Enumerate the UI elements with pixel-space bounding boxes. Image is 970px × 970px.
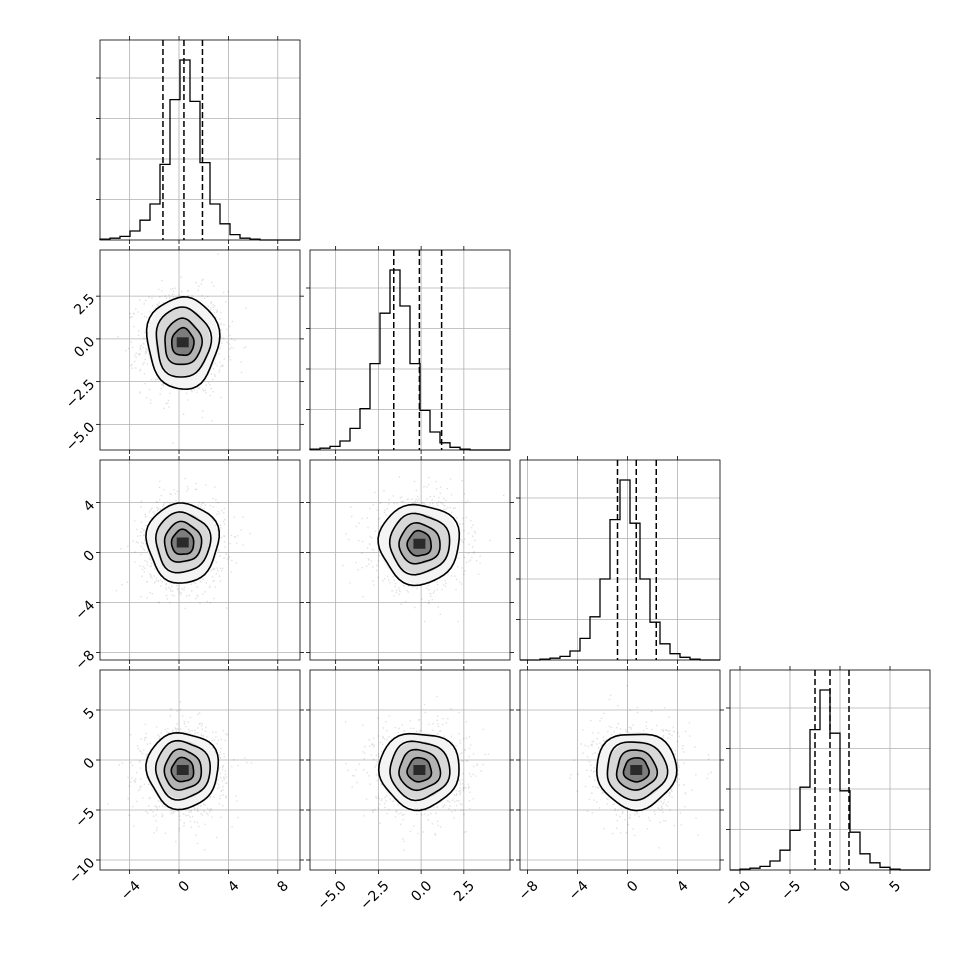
scatter-panel-2-3: [306, 456, 514, 664]
contour-line: [615, 749, 659, 791]
scatter-panel-1-3: [96, 456, 304, 664]
scatter-points: [342, 476, 505, 623]
histogram-line: [99, 59, 300, 241]
histogram-panel-4: [726, 666, 931, 874]
histogram-panel-2: [306, 246, 511, 454]
tick-label-y: 0.0: [71, 334, 98, 361]
contour-line: [595, 733, 678, 812]
tick-label-x: 4: [674, 878, 692, 896]
contour-line: [163, 748, 203, 791]
tick-label-y: 4: [81, 497, 99, 515]
scatter-points: [100, 253, 247, 444]
panel-frame: [99, 249, 301, 451]
histogram-line: [520, 479, 720, 661]
contour-line: [622, 757, 650, 783]
tick-label-y: −8: [72, 647, 98, 673]
tick-label-y: −5: [72, 805, 98, 831]
panel-frame: [99, 669, 301, 871]
density-peak: [176, 537, 189, 548]
tick-label-x: −4: [566, 878, 592, 904]
tick-label-x: −5: [778, 878, 804, 904]
density-peak: [413, 765, 426, 775]
tick-label-x: −8: [516, 878, 542, 904]
scatter-points: [344, 695, 490, 851]
density-peak: [413, 538, 426, 549]
tick-label-y: 5: [81, 705, 99, 723]
panel-frame: [519, 669, 721, 871]
tick-label-x: 4: [225, 878, 243, 896]
scatter-panel-2-4: [306, 666, 514, 874]
tick-label-y: −5.0: [63, 419, 98, 454]
histogram-panel-3: [516, 456, 721, 664]
density-peak: [630, 765, 643, 775]
tick-label-x: 2.5: [451, 878, 478, 905]
panel-frame: [309, 669, 511, 871]
contour-line: [406, 756, 433, 783]
tick-label-x: 0.0: [408, 878, 435, 905]
panel-frame: [519, 459, 721, 661]
tick-label-x: 8: [274, 878, 292, 896]
scatter-panel-3-4: [516, 666, 724, 874]
tick-label-x: −10: [722, 878, 754, 910]
contour-line: [388, 512, 451, 576]
scatter-points: [107, 701, 253, 851]
tick-label-y: −2.5: [63, 377, 98, 412]
contour-line: [377, 732, 460, 812]
contour-line: [145, 295, 221, 391]
tick-label-y: −10: [66, 855, 98, 887]
histogram-line: [309, 269, 510, 451]
contour-line: [145, 502, 220, 584]
contour-line: [398, 521, 441, 565]
tick-label-x: 0: [176, 878, 194, 896]
tick-label-y: 0: [81, 755, 99, 773]
scatter-points: [115, 477, 251, 610]
contour-line: [145, 731, 220, 811]
contour-line: [155, 306, 213, 378]
tick-label-y: −4: [72, 597, 98, 623]
tick-label-y: 2.5: [71, 291, 98, 318]
panel-frame: [309, 459, 511, 661]
tick-label-y: 0: [81, 547, 99, 565]
contour-line: [171, 326, 195, 357]
contour-line: [164, 317, 204, 366]
tick-label-x: 0: [837, 878, 855, 896]
contour-line: [154, 511, 212, 574]
contour-line: [406, 529, 433, 557]
tick-label-x: 5: [887, 878, 905, 896]
contour-line: [377, 503, 461, 587]
histogram-line: [730, 689, 930, 871]
contour-line: [154, 739, 212, 801]
density-peak: [176, 765, 189, 775]
contour-line: [170, 528, 195, 556]
panel-frame: [99, 459, 301, 661]
contour-line: [606, 741, 669, 802]
panel-frame: [729, 669, 931, 871]
histogram-panel-1: [96, 36, 301, 244]
scatter-panel-1-4: [96, 666, 304, 874]
tick-label-x: −4: [118, 878, 144, 904]
scatter-panel-1-2: [96, 246, 304, 454]
tick-label-x: 0: [624, 878, 642, 896]
contour-line: [398, 748, 442, 792]
scatter-points: [569, 685, 712, 849]
contour-line: [389, 740, 451, 802]
density-peak: [176, 337, 189, 348]
tick-label-x: −5.0: [314, 878, 349, 913]
contour-line: [170, 756, 195, 783]
tick-label-x: −2.5: [357, 878, 392, 913]
contour-line: [163, 520, 203, 563]
panel-frame: [309, 249, 511, 451]
panel-frame: [99, 39, 301, 241]
